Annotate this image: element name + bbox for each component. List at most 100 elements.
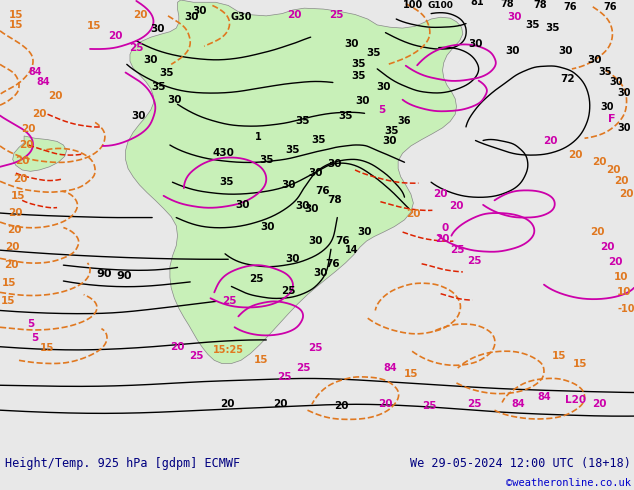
Text: 20: 20 (273, 399, 287, 409)
Text: 25: 25 (467, 256, 481, 266)
Text: 15: 15 (573, 359, 587, 368)
Text: 35: 35 (385, 125, 399, 136)
Text: 30: 30 (505, 46, 519, 56)
Text: 20: 20 (288, 9, 302, 20)
Text: 20: 20 (543, 136, 557, 147)
Text: 15: 15 (11, 191, 25, 201)
Text: 84: 84 (512, 399, 526, 409)
Text: 15:25: 15:25 (213, 345, 243, 355)
Text: 20: 20 (406, 209, 420, 219)
Text: 14: 14 (345, 245, 359, 255)
Text: We 29-05-2024 12:00 UTC (18+18): We 29-05-2024 12:00 UTC (18+18) (410, 457, 631, 470)
Text: 30: 30 (469, 39, 482, 49)
Text: 36: 36 (398, 117, 411, 126)
Text: 20: 20 (614, 176, 628, 186)
Text: 25: 25 (250, 274, 264, 284)
Text: 30: 30 (144, 55, 158, 65)
Text: 20: 20 (334, 401, 348, 411)
Text: 20: 20 (4, 260, 18, 270)
Text: 15: 15 (9, 9, 23, 20)
Text: 76: 76 (564, 2, 578, 12)
Text: 100: 100 (403, 0, 424, 10)
Polygon shape (13, 136, 67, 172)
Text: 20: 20 (108, 31, 122, 41)
Text: Height/Temp. 925 hPa [gdpm] ECMWF: Height/Temp. 925 hPa [gdpm] ECMWF (5, 457, 240, 470)
Text: 20: 20 (220, 399, 234, 409)
Text: 30: 30 (618, 88, 631, 98)
Text: 20: 20 (592, 157, 606, 167)
Text: 15: 15 (1, 296, 15, 306)
Text: 20: 20 (607, 165, 621, 175)
Text: 5: 5 (27, 319, 34, 329)
Text: 15: 15 (254, 355, 268, 366)
Text: 5: 5 (378, 105, 385, 115)
Text: 35: 35 (367, 49, 381, 58)
Text: 84: 84 (383, 363, 397, 373)
Text: 30: 30 (281, 180, 295, 190)
Text: 25: 25 (223, 296, 236, 306)
Text: ©weatheronline.co.uk: ©weatheronline.co.uk (506, 478, 631, 489)
Text: 25: 25 (277, 372, 291, 382)
Text: 20: 20 (9, 208, 23, 218)
Text: 20: 20 (13, 174, 27, 184)
Text: 25: 25 (329, 9, 343, 20)
Text: 35: 35 (159, 69, 173, 78)
Text: 78: 78 (327, 196, 342, 205)
Text: 84: 84 (537, 392, 551, 402)
Text: 30: 30 (345, 39, 359, 49)
Text: 76: 76 (603, 2, 617, 12)
Text: 15: 15 (3, 278, 16, 288)
Text: 25: 25 (190, 351, 204, 361)
Text: 5: 5 (31, 333, 39, 343)
Text: 30: 30 (296, 201, 310, 211)
Text: 20: 20 (6, 242, 20, 252)
Text: 25: 25 (309, 343, 323, 353)
Text: 35: 35 (598, 67, 612, 76)
Text: -10: -10 (618, 304, 634, 314)
Text: 25: 25 (281, 286, 295, 296)
Text: 76: 76 (314, 186, 330, 196)
Text: 35: 35 (546, 23, 560, 33)
Text: 30: 30 (383, 136, 397, 147)
Text: 20: 20 (22, 124, 36, 134)
Text: 81: 81 (470, 0, 484, 7)
Text: 35: 35 (526, 20, 540, 30)
Text: L20: L20 (565, 395, 586, 405)
Text: 30: 30 (313, 268, 327, 278)
Text: 20: 20 (592, 399, 606, 409)
Text: 30: 30 (305, 204, 319, 215)
Text: 35: 35 (296, 117, 310, 126)
Text: 84: 84 (28, 67, 42, 76)
Text: 20: 20 (49, 91, 63, 101)
Text: 35: 35 (220, 177, 234, 187)
Text: 30: 30 (377, 82, 391, 92)
Text: G30: G30 (230, 12, 252, 22)
Text: 15: 15 (404, 369, 418, 379)
Text: 90: 90 (97, 269, 112, 279)
Text: 30: 30 (356, 96, 370, 106)
Text: 0: 0 (441, 222, 449, 233)
Text: 30: 30 (328, 159, 342, 169)
Text: 30: 30 (600, 101, 614, 112)
Text: 30: 30 (261, 221, 275, 232)
Text: 30: 30 (588, 55, 602, 65)
Text: 10: 10 (618, 287, 631, 297)
Text: 430: 430 (212, 148, 234, 158)
Text: G100: G100 (428, 1, 453, 10)
Text: 30: 30 (235, 200, 249, 210)
Text: 76: 76 (325, 259, 340, 269)
Text: 15: 15 (9, 20, 23, 30)
Text: 72: 72 (560, 74, 575, 84)
Text: 20: 20 (434, 189, 448, 199)
Text: 20: 20 (20, 140, 34, 150)
Text: 35: 35 (152, 82, 165, 92)
Text: 20: 20 (608, 257, 622, 267)
Text: 78: 78 (500, 0, 514, 9)
Text: 30: 30 (184, 12, 198, 22)
Text: 20: 20 (134, 9, 148, 20)
Text: 20: 20 (32, 109, 46, 119)
Text: 78: 78 (533, 0, 547, 10)
Text: 20: 20 (7, 225, 21, 235)
Text: F: F (608, 114, 616, 124)
Text: 15: 15 (41, 343, 55, 353)
